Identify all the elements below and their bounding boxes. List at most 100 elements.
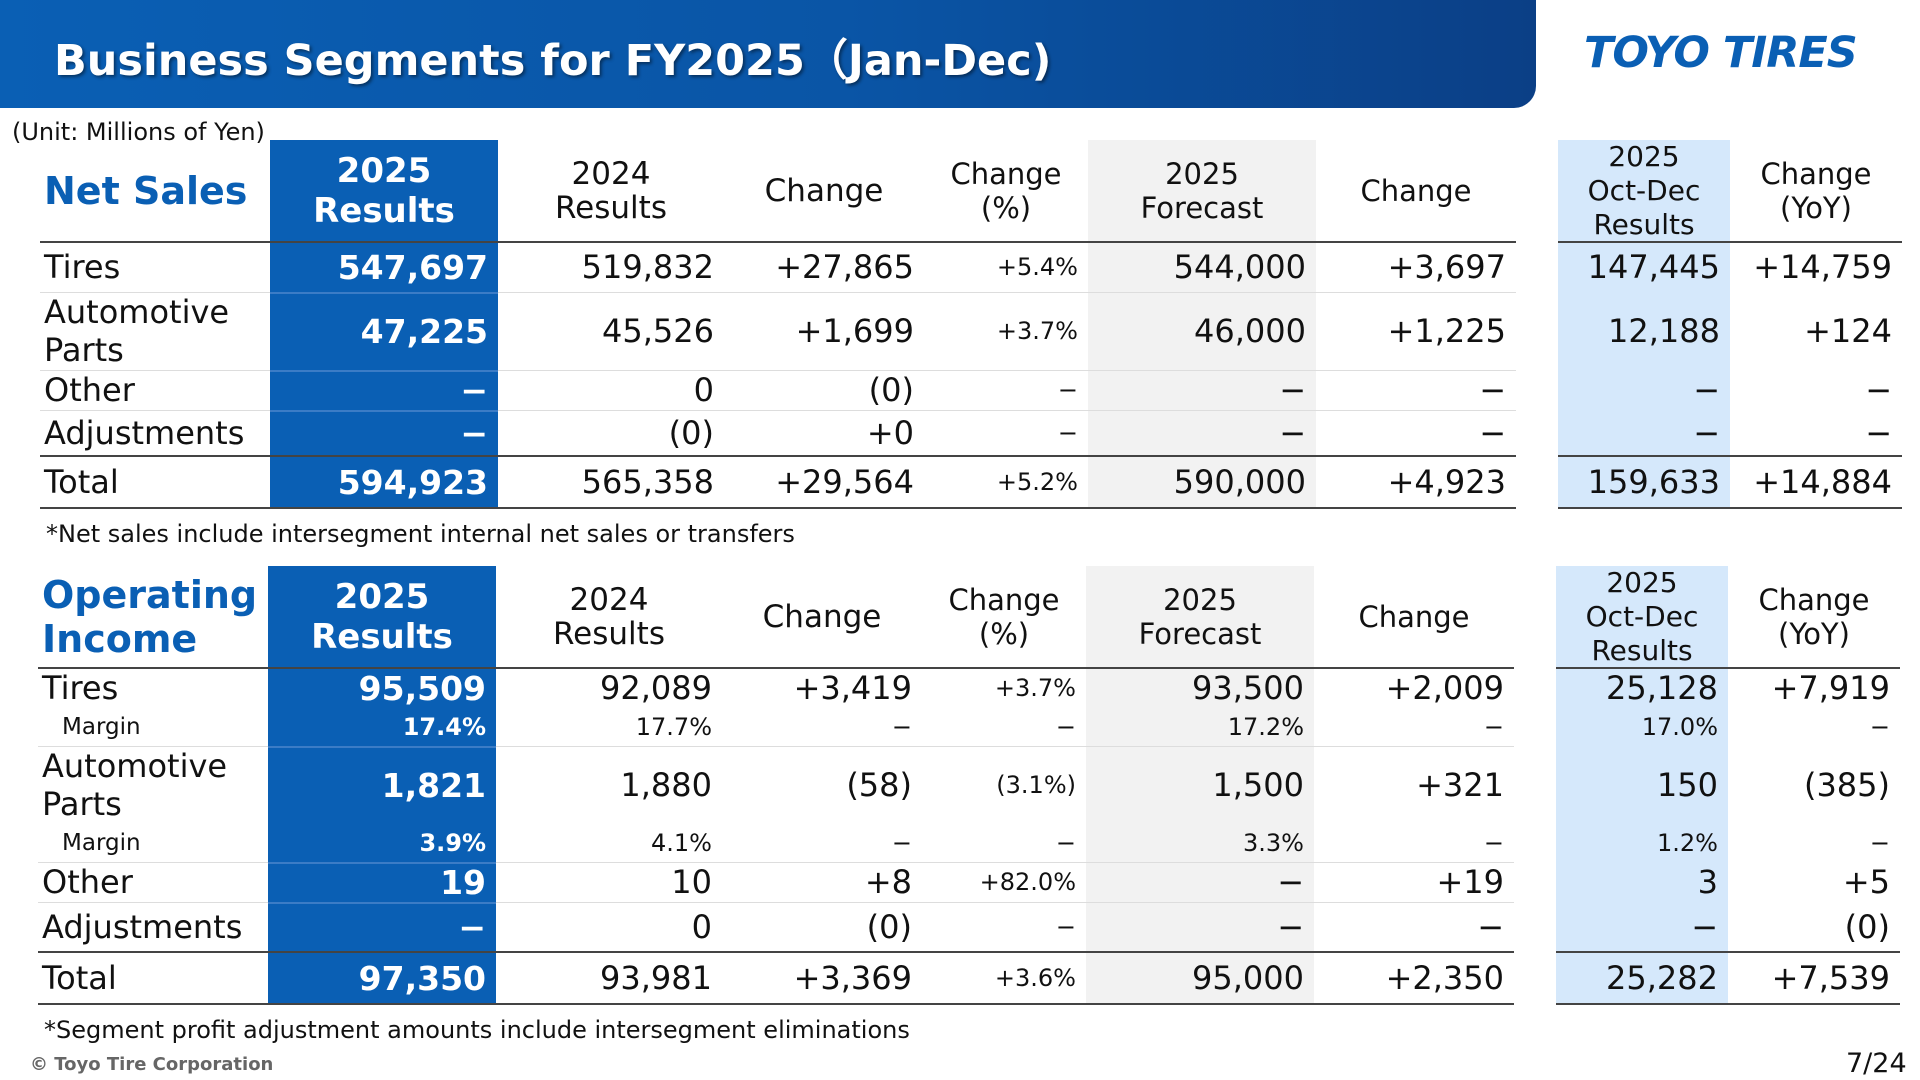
operating-income-forecast-bg xyxy=(1086,566,1314,1004)
net-sales-row-1-oct-dec-2025: 12,188 xyxy=(1608,312,1720,350)
net-sales-row-4-change-yoy: +14,884 xyxy=(1753,463,1892,501)
net-sales-row-4-forecast-2025: 590,000 xyxy=(1173,463,1306,501)
net-sales-header-oct-dec-2025-line: Results xyxy=(1593,208,1695,241)
operating-income-row-4-change: +8 xyxy=(864,863,912,901)
net-sales-header-change-pct: Change (%) xyxy=(924,140,1088,242)
operating-income-header-change-pct: Change (%) xyxy=(922,566,1086,668)
net-sales-row-2-forecast-2025: − xyxy=(1279,371,1306,409)
operating-income-row-5-change: (0) xyxy=(866,908,912,946)
toyo-tires-logo: TOYO TIRES xyxy=(1584,28,1858,78)
operating-income-row-3-change-pct: − xyxy=(1055,829,1076,857)
operating-income-row-3-oct-dec-2025: 1.2% xyxy=(1657,829,1718,857)
operating-income-row-0-label: Tires xyxy=(42,669,119,707)
operating-income-row-3-change-forecast: − xyxy=(1483,829,1504,857)
operating-income-row-5-results-2025: − xyxy=(458,907,486,947)
operating-income-row-2-rule-w xyxy=(268,746,496,748)
operating-income-row-0-forecast-2025: 93,500 xyxy=(1192,669,1304,707)
net-sales-row-4-change: +29,564 xyxy=(775,463,914,501)
net-sales-header-results-2024: 2024 Results xyxy=(498,140,724,242)
net-sales-header-change-yoy: Change (YoY) xyxy=(1730,140,1902,242)
operating-income-header-results-2025-line: Results xyxy=(311,617,453,657)
net-sales-row-0-oct-dec-2025: 147,445 xyxy=(1587,248,1720,286)
operating-income-row-5-forecast-2025: − xyxy=(1277,908,1304,946)
net-sales-header-results-2025-line: Results xyxy=(313,191,455,231)
operating-income-row-2-change: (58) xyxy=(846,766,912,804)
operating-income-header-change: Change xyxy=(762,599,882,635)
operating-income-row-5-rule xyxy=(38,902,1514,903)
operating-income-row-6-change-pct: +3.6% xyxy=(994,964,1076,992)
net-sales-header-results-2025: 2025 Results xyxy=(270,140,498,242)
operating-income-row-6-forecast-2025: 95,000 xyxy=(1192,959,1304,997)
operating-income-header-change-forecast: Change xyxy=(1358,600,1470,634)
net-sales-row-1-forecast-2025: 46,000 xyxy=(1194,312,1306,350)
operating-income-row-4-change-pct: +82.0% xyxy=(979,868,1076,896)
net-sales-row-3-change: +0 xyxy=(866,414,914,452)
title-banner: Business Segments for FY2025（Jan-Dec) xyxy=(0,0,1536,108)
net-sales-row-1-results-2024: 45,526 xyxy=(602,312,714,350)
operating-income-row-0-change-forecast: +2,009 xyxy=(1385,669,1504,707)
net-sales-header-change: Change xyxy=(764,173,884,209)
operating-income-row-4-change-yoy: +5 xyxy=(1842,863,1890,901)
operating-income-row-6-oct-dec-2025: 25,282 xyxy=(1606,959,1718,997)
operating-income-row-1-change-pct: − xyxy=(1055,713,1076,741)
net-sales-row-2-label: Other xyxy=(44,371,135,409)
operating-income-row-4-label: Other xyxy=(42,863,133,901)
net-sales-row-1-rule xyxy=(40,292,1516,293)
net-sales-oct-dec-bg xyxy=(1558,140,1730,508)
net-sales-header-change-yoy-line: Change xyxy=(1760,157,1872,191)
net-sales-header-results-2025-line: 2025 xyxy=(336,151,432,191)
operating-income-row-1-change: − xyxy=(891,713,912,741)
net-sales-row-1-label: Automotive Parts xyxy=(44,293,230,369)
net-sales-row-2-change: (0) xyxy=(868,371,914,409)
net-sales-header-forecast-2025-line: 2025 xyxy=(1165,157,1239,191)
operating-income-row-4-rule-w xyxy=(268,862,496,864)
net-sales-row-0-change-forecast: +3,697 xyxy=(1387,248,1506,286)
net-sales-row-3-results-2025: − xyxy=(460,413,488,453)
net-sales-row-3-change-yoy: − xyxy=(1865,414,1892,452)
net-sales-row-4-total-rule-right xyxy=(1558,455,1902,457)
operating-income-row-5-label: Adjustments xyxy=(42,908,243,946)
operating-income-header-change-yoy: Change (YoY) xyxy=(1728,566,1900,668)
operating-income-row-1-oct-dec-2025: 17.0% xyxy=(1641,713,1718,741)
operating-income-row-0-results-2025: 95,509 xyxy=(358,668,486,708)
operating-income-header-results-2025-line: 2025 xyxy=(334,577,430,617)
net-sales-row-4-label: Total xyxy=(44,463,119,501)
net-sales-results-2025-bg xyxy=(270,140,498,508)
net-sales-row-1-change-pct: +3.7% xyxy=(996,317,1078,345)
operating-income-bottom-rule-right xyxy=(1556,1003,1900,1005)
operating-income-row-0-change: +3,419 xyxy=(793,669,912,707)
net-sales-forecast-bg xyxy=(1088,140,1316,508)
operating-income-results-2025-bg xyxy=(268,566,496,1004)
operating-income-row-6-change: +3,369 xyxy=(793,959,912,997)
operating-income-header-oct-dec-2025-line: 2025 xyxy=(1606,566,1678,599)
net-sales-row-2-rule-w xyxy=(270,370,498,372)
operating-income-row-3-forecast-2025: 3.3% xyxy=(1243,829,1304,857)
net-sales-row-3-change-pct: − xyxy=(1057,419,1078,447)
operating-income-row-2-change-yoy: (385) xyxy=(1803,766,1890,804)
operating-income-row-4-change-forecast: +19 xyxy=(1436,863,1504,901)
net-sales-header-results-2024-line: Results xyxy=(555,190,667,226)
unit-label: (Unit: Millions of Yen) xyxy=(12,118,265,146)
net-sales-header-rule xyxy=(40,241,1516,243)
net-sales-bottom-rule-right xyxy=(1558,507,1902,509)
net-sales-row-4-total-rule xyxy=(40,455,1516,457)
net-sales-header-forecast-2025: 2025 Forecast xyxy=(1088,140,1316,242)
operating-income-header-oct-dec-2025-line: Oct-Dec xyxy=(1585,600,1699,633)
operating-income-row-3-label: Margin xyxy=(62,830,141,856)
net-sales-row-2-rule xyxy=(40,370,1516,371)
operating-income-header-oct-dec-2025-line: Results xyxy=(1591,634,1693,667)
net-sales-row-3-label: Adjustments xyxy=(44,414,245,452)
operating-income-row-6-total-rule-right xyxy=(1556,951,1900,953)
net-sales-row-0-results-2025: 547,697 xyxy=(337,247,488,287)
net-sales-row-2-oct-dec-2025: − xyxy=(1693,371,1720,409)
operating-income-row-1-results-2025: 17.4% xyxy=(402,713,486,741)
net-sales-row-2-results-2025: − xyxy=(460,370,488,410)
operating-income-row-2-oct-dec-2025: 150 xyxy=(1656,766,1718,804)
operating-income-row-1-change-yoy: − xyxy=(1869,713,1890,741)
operating-income-row-3-results-2024: 4.1% xyxy=(651,829,712,857)
operating-income-header-forecast-2025-line: 2025 xyxy=(1163,583,1237,617)
net-sales-row-3-rule-w xyxy=(270,410,498,412)
net-sales-row-0-change-yoy: +14,759 xyxy=(1753,248,1892,286)
operating-income-row-0-oct-dec-2025: 25,128 xyxy=(1606,669,1718,707)
operating-income-row-4-rule xyxy=(38,862,1514,863)
